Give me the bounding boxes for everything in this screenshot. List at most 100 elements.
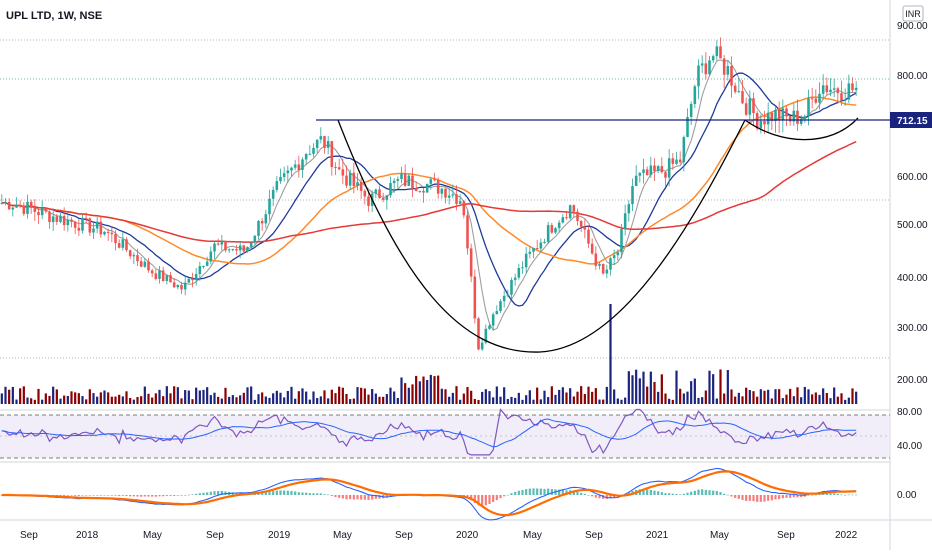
candle-body — [576, 211, 579, 221]
volume-bar — [613, 389, 616, 404]
candle-body — [268, 198, 271, 215]
candle-body — [799, 119, 803, 124]
candle-body — [774, 109, 777, 121]
macd-histogram-bar — [558, 489, 561, 495]
candle-body — [334, 167, 337, 169]
volume-bar — [85, 399, 88, 404]
volume-bar — [272, 393, 275, 404]
time-tick-may-2021: May — [710, 530, 729, 541]
candle-body — [385, 195, 389, 200]
macd-signal-line — [1, 470, 857, 517]
time-tick-2021: 2021 — [646, 530, 669, 541]
volume-bar — [811, 394, 814, 404]
candle-body — [656, 166, 660, 171]
volume-bar — [356, 387, 359, 404]
candle-body — [539, 242, 543, 249]
macd-histogram-bar — [778, 495, 781, 500]
candle-body — [796, 110, 799, 124]
candle-body — [649, 165, 653, 176]
candle-body — [396, 179, 400, 181]
macd-histogram-bar — [506, 494, 509, 496]
candle-body — [103, 231, 106, 235]
candle-body — [330, 141, 334, 168]
volume-bar — [4, 386, 7, 404]
macd-histogram-bar — [646, 489, 649, 495]
volume-bar — [675, 370, 678, 404]
candle-body — [689, 103, 693, 118]
macd-histogram-bar — [371, 495, 374, 500]
time-tick-2018: 2018 — [76, 530, 99, 541]
volume-bar — [807, 389, 810, 404]
volume-bar — [220, 398, 223, 404]
volume-bar — [294, 398, 297, 404]
volume-bar — [173, 386, 176, 404]
volume-bar — [393, 391, 396, 404]
candle-body — [803, 116, 807, 120]
candle-body — [440, 188, 444, 194]
macd-histogram-bar — [679, 494, 682, 496]
candle-body — [821, 85, 825, 94]
time-tick-sep-2017: Sep — [20, 530, 38, 541]
volume-bar — [448, 396, 451, 404]
volume-bar — [250, 386, 253, 404]
currency-badge[interactable] — [902, 5, 924, 22]
candle-body — [642, 169, 645, 173]
volume-bar — [81, 396, 84, 404]
volume-bar — [118, 394, 121, 404]
candle-body — [741, 91, 744, 104]
macd-histogram-bar — [840, 494, 843, 496]
volume-bar — [547, 397, 550, 404]
volume-bar — [213, 392, 216, 404]
volume-bar — [649, 371, 652, 404]
candle-body — [609, 258, 612, 270]
macd-histogram-bar — [715, 490, 718, 495]
candle-body — [136, 255, 139, 262]
candle-body — [286, 170, 290, 174]
volume-bar — [602, 399, 605, 404]
candle-body — [348, 172, 352, 186]
candle-body — [675, 159, 678, 164]
macd-histogram-bar — [521, 490, 524, 495]
macd-histogram-bar — [147, 495, 150, 497]
macd-histogram-bar — [796, 495, 799, 498]
candle-body — [572, 205, 576, 212]
cup-curve — [337, 119, 746, 353]
macd-histogram-bar — [118, 495, 121, 497]
candle-body — [224, 240, 227, 251]
macd-histogram-bar — [572, 490, 575, 495]
candle-body — [304, 154, 308, 160]
candle-body — [374, 189, 378, 194]
volume-bar — [734, 396, 737, 404]
macd-histogram-bar — [209, 491, 212, 495]
macd-histogram-bar — [352, 495, 355, 500]
candle-body — [282, 173, 286, 177]
candle-body — [26, 201, 29, 214]
candle-body — [73, 221, 77, 228]
macd-histogram-bar — [697, 489, 700, 495]
volume-bar — [781, 398, 784, 404]
macd-histogram-bar — [473, 495, 476, 503]
macd-histogram-bar — [308, 493, 311, 495]
volume-bar — [719, 369, 722, 404]
candle-body — [271, 189, 275, 199]
macd-histogram-bar — [217, 491, 220, 495]
macd-histogram-bar — [748, 495, 751, 501]
candle-body — [213, 243, 216, 252]
candle-body — [429, 179, 433, 184]
candle-body — [139, 261, 143, 267]
macd-histogram-bar — [807, 495, 810, 496]
candle-body — [502, 295, 506, 302]
macd-histogram-bar — [202, 492, 205, 495]
candle-body — [587, 229, 590, 244]
volume-bar — [763, 390, 766, 404]
volume-bar — [851, 388, 854, 404]
candle-body — [620, 229, 623, 253]
candle-body — [363, 190, 367, 197]
macd-histogram-bar — [525, 489, 528, 495]
candle-body — [125, 239, 128, 251]
candle-body — [616, 252, 620, 256]
volume-bar — [532, 399, 535, 404]
candle-body — [550, 225, 554, 233]
volume-bar — [426, 379, 429, 404]
